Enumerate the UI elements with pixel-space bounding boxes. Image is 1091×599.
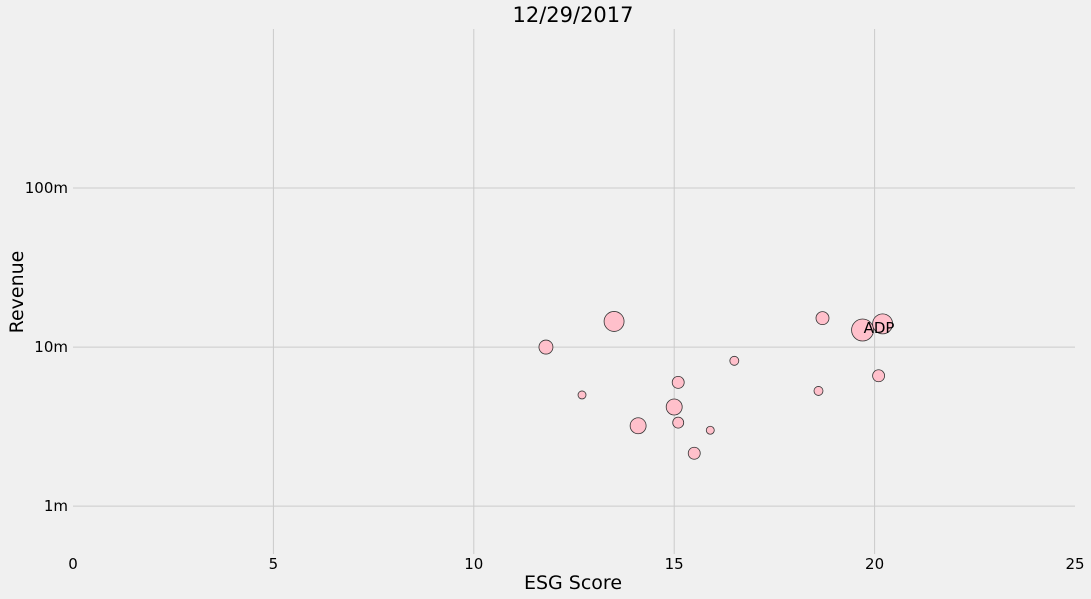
data-point [705, 425, 715, 435]
x-axis-label: ESG Score [524, 572, 622, 594]
data-point [813, 386, 824, 396]
data-point [872, 369, 886, 383]
data-point [538, 339, 554, 355]
data-point [665, 398, 683, 416]
data-point [851, 318, 874, 342]
data-point [577, 390, 587, 400]
data-points [538, 311, 894, 460]
y-tick-label: 10m [34, 338, 68, 356]
x-tick-label: 20 [865, 555, 884, 573]
data-point [872, 313, 894, 335]
y-tick-label: 1m [44, 497, 68, 515]
point-annotation: ADP [864, 319, 895, 337]
data-point [629, 417, 647, 435]
annotations: ADP [864, 319, 895, 337]
x-tick-label: 0 [68, 555, 78, 573]
data-point [687, 446, 701, 460]
grid-lines [73, 29, 1075, 554]
y-axis-label: Revenue [6, 251, 28, 334]
chart-title: 12/29/2017 [512, 3, 633, 27]
x-tick-label: 10 [464, 555, 483, 573]
data-point [671, 375, 685, 389]
data-point [729, 355, 740, 366]
tick-labels: 0 5 10 15 20 25 1m 10m 100m [25, 179, 1085, 573]
x-tick-label: 25 [1065, 555, 1084, 573]
y-tick-label: 100m [25, 179, 68, 197]
data-point [815, 311, 830, 326]
data-point [672, 416, 685, 429]
data-point [603, 311, 625, 332]
x-tick-label: 5 [269, 555, 279, 573]
x-tick-label: 15 [665, 555, 684, 573]
